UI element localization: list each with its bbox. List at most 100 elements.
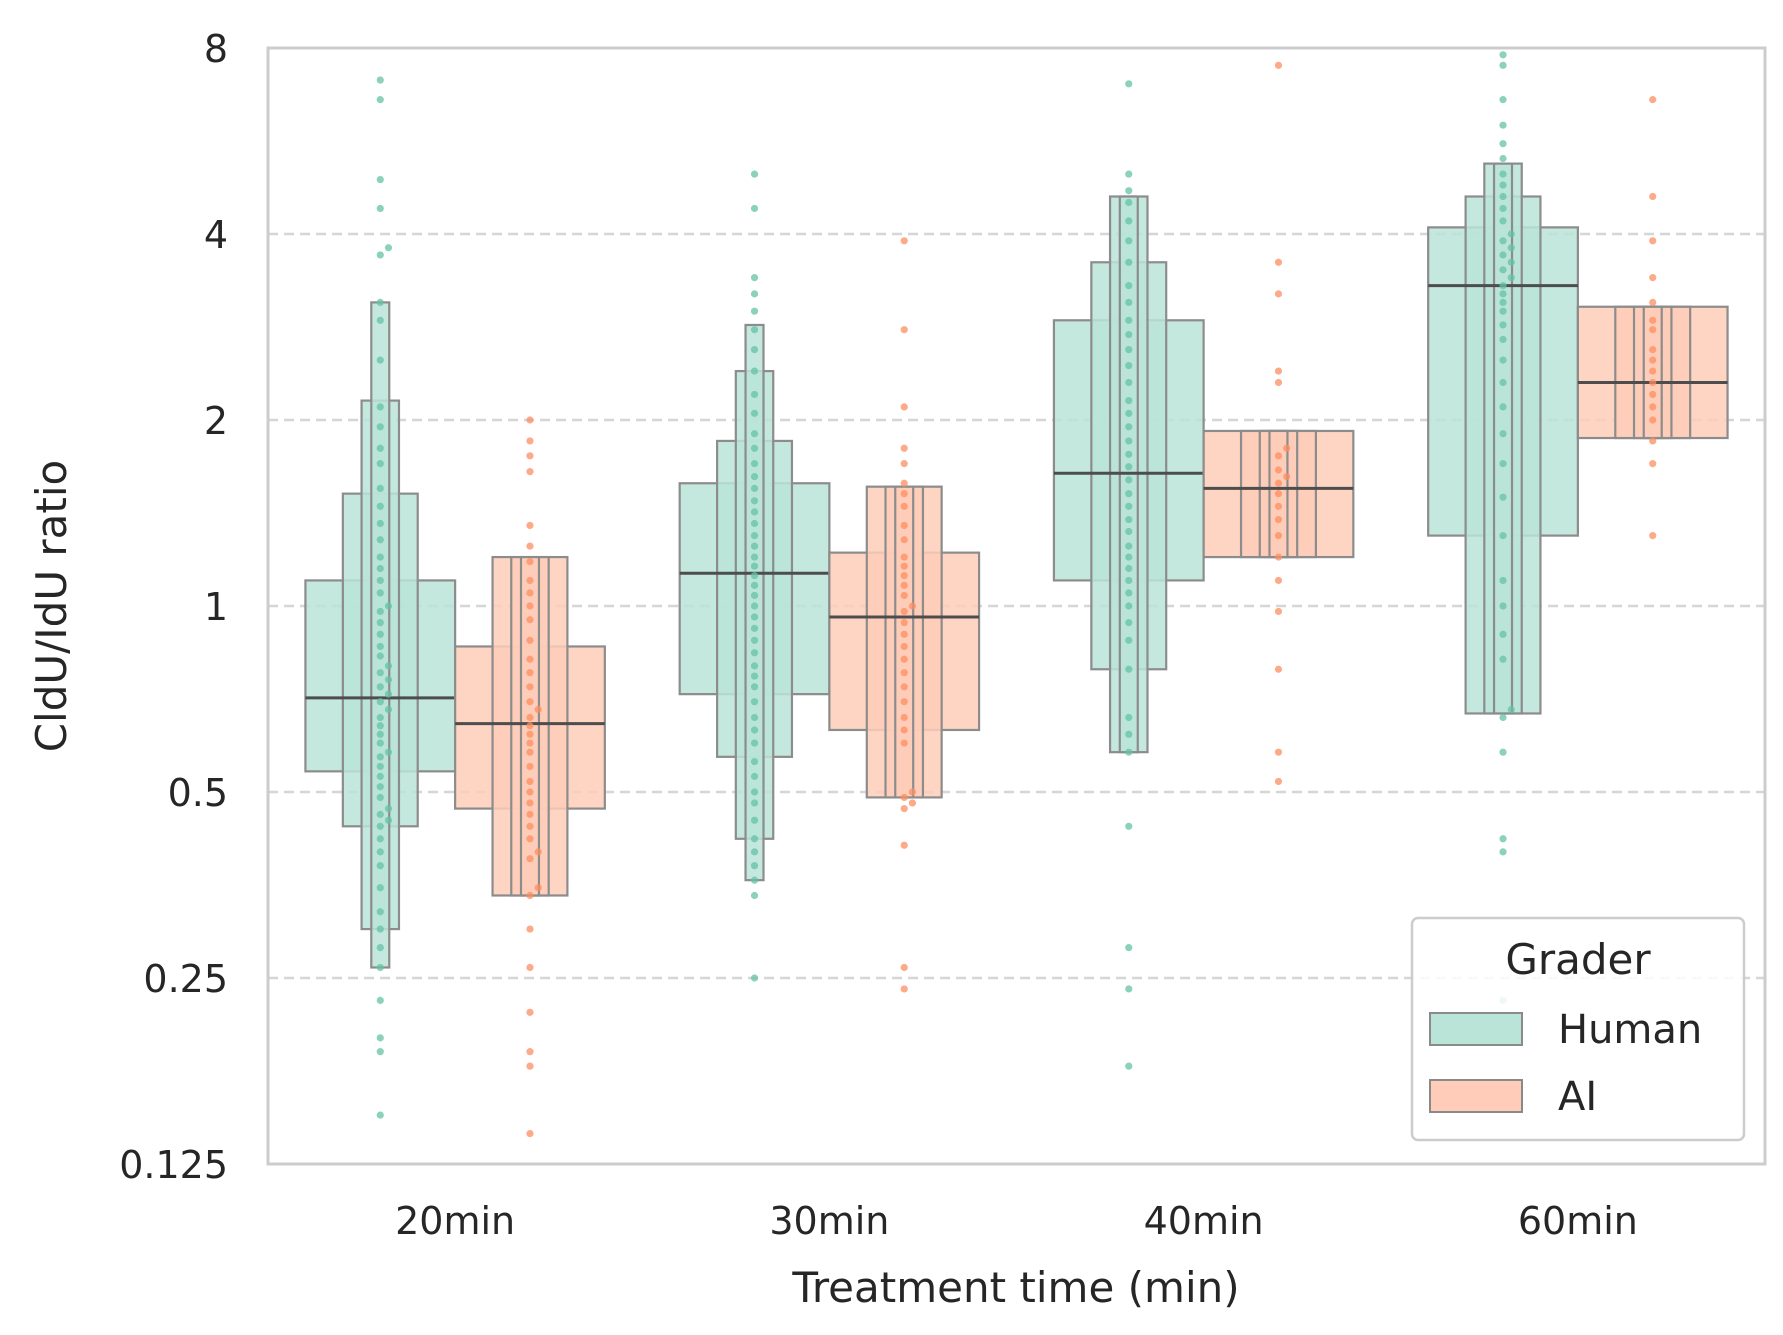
data-point-ai [900, 630, 908, 638]
data-point-human [750, 739, 759, 747]
data-point-ai [526, 683, 534, 691]
data-point-ai [526, 822, 534, 830]
data-point-ai [526, 739, 534, 747]
data-point-ai [526, 589, 534, 597]
data-point-human [376, 698, 384, 706]
data-point-ai [900, 963, 908, 972]
data-point-human [1499, 170, 1507, 178]
data-point-ai [1649, 237, 1657, 245]
data-point-ai [1649, 403, 1657, 411]
data-point-ai [1649, 316, 1657, 324]
data-point-human [750, 307, 759, 315]
data-point-ai [900, 553, 908, 561]
data-point-human [750, 672, 759, 680]
data-point-human [384, 748, 393, 756]
data-point-ai [1274, 531, 1283, 540]
data-point-human [1499, 290, 1507, 298]
y-tick-label: 0.5 [168, 771, 228, 815]
data-point-ai [526, 855, 534, 863]
data-point-human [750, 497, 759, 505]
data-point-ai [1649, 356, 1657, 364]
data-point-human [1499, 602, 1507, 610]
data-point-ai [526, 722, 534, 730]
data-point-human [750, 683, 759, 691]
data-point-human [1125, 602, 1133, 610]
data-point-human [750, 757, 759, 766]
data-point-human [1125, 450, 1133, 458]
data-point-ai [900, 655, 908, 663]
data-point-human [750, 591, 759, 600]
data-point-human [376, 589, 384, 597]
data-point-human [1507, 705, 1515, 714]
data-point-ai [526, 762, 534, 771]
data-point-human [1125, 258, 1133, 266]
data-point-human [1499, 655, 1507, 663]
data-point-human [750, 430, 759, 438]
x-axis-label: Treatment time (min) [791, 1263, 1239, 1312]
data-point-human [750, 508, 759, 516]
data-point-ai [1274, 258, 1283, 266]
boxen-level-ai [894, 485, 915, 799]
data-point-human [750, 799, 759, 807]
data-point-ai [900, 669, 908, 677]
data-point-human [1125, 237, 1133, 245]
data-point-ai [526, 655, 534, 663]
data-point-human [1125, 665, 1133, 673]
data-point-human [750, 409, 759, 417]
data-point-human [376, 925, 384, 933]
data-point-human [750, 636, 759, 644]
data-point-human [1499, 403, 1507, 411]
data-point-ai [1274, 290, 1283, 298]
y-tick-label: 0.125 [119, 1143, 228, 1187]
data-point-human [750, 876, 759, 884]
data-point-ai [900, 793, 908, 802]
data-point-ai [1649, 437, 1657, 445]
data-point-human [376, 460, 384, 468]
data-point-human [376, 862, 384, 870]
data-point-human [1499, 140, 1507, 148]
data-point-human [1125, 748, 1133, 756]
data-point-ai [900, 444, 908, 452]
data-point-ai [526, 437, 534, 445]
data-point-human [750, 698, 759, 706]
data-point-ai [1649, 192, 1657, 201]
data-point-human [1125, 730, 1133, 738]
data-point-ai [1649, 298, 1657, 306]
data-point-human [1499, 121, 1507, 129]
data-point-human [1499, 307, 1507, 315]
data-point-human [376, 619, 384, 627]
data-point-human [750, 472, 759, 481]
data-point-human [376, 783, 384, 791]
data-point-ai [900, 490, 908, 498]
data-point-ai [526, 576, 534, 585]
data-point-human [1125, 198, 1133, 206]
data-point-human [376, 96, 384, 104]
data-point-human [1499, 630, 1507, 638]
data-point-human [376, 683, 384, 691]
data-point-human [750, 531, 759, 540]
data-point-human [376, 1048, 384, 1056]
data-point-human [1499, 96, 1507, 104]
data-point-ai [900, 403, 908, 411]
x-axis-ticks: 20min 30min 40min 60min [395, 1199, 1638, 1243]
data-point-ai [1649, 378, 1657, 387]
data-point-ai [1649, 96, 1657, 104]
data-point-human [750, 835, 759, 843]
data-point-human [750, 891, 759, 900]
data-point-human [750, 460, 759, 468]
data-point-human [1125, 217, 1133, 225]
data-point-ai [900, 805, 908, 813]
data-point-ai [900, 581, 908, 589]
data-point-human [750, 290, 759, 298]
data-point-human [750, 788, 759, 796]
data-point-ai [1274, 479, 1283, 487]
x-tick-label: 60min [1518, 1199, 1638, 1243]
data-point-ai [526, 452, 534, 460]
data-point-human [750, 726, 759, 734]
data-point-human [1125, 463, 1133, 471]
data-point-human [376, 1111, 384, 1119]
data-point-ai [526, 730, 534, 738]
data-point-human [1499, 298, 1507, 306]
data-point-human [750, 519, 759, 528]
data-point-human [1125, 636, 1133, 644]
